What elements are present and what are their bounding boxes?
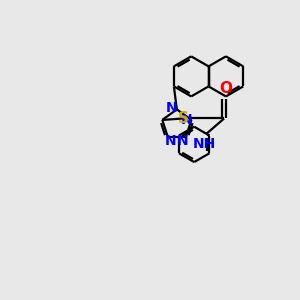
Text: S: S bbox=[177, 111, 188, 126]
Text: N: N bbox=[166, 101, 177, 115]
Text: N: N bbox=[177, 134, 189, 148]
Text: O: O bbox=[219, 81, 232, 96]
Text: N: N bbox=[180, 113, 192, 127]
Text: N: N bbox=[165, 134, 177, 148]
Text: NH: NH bbox=[193, 137, 216, 151]
